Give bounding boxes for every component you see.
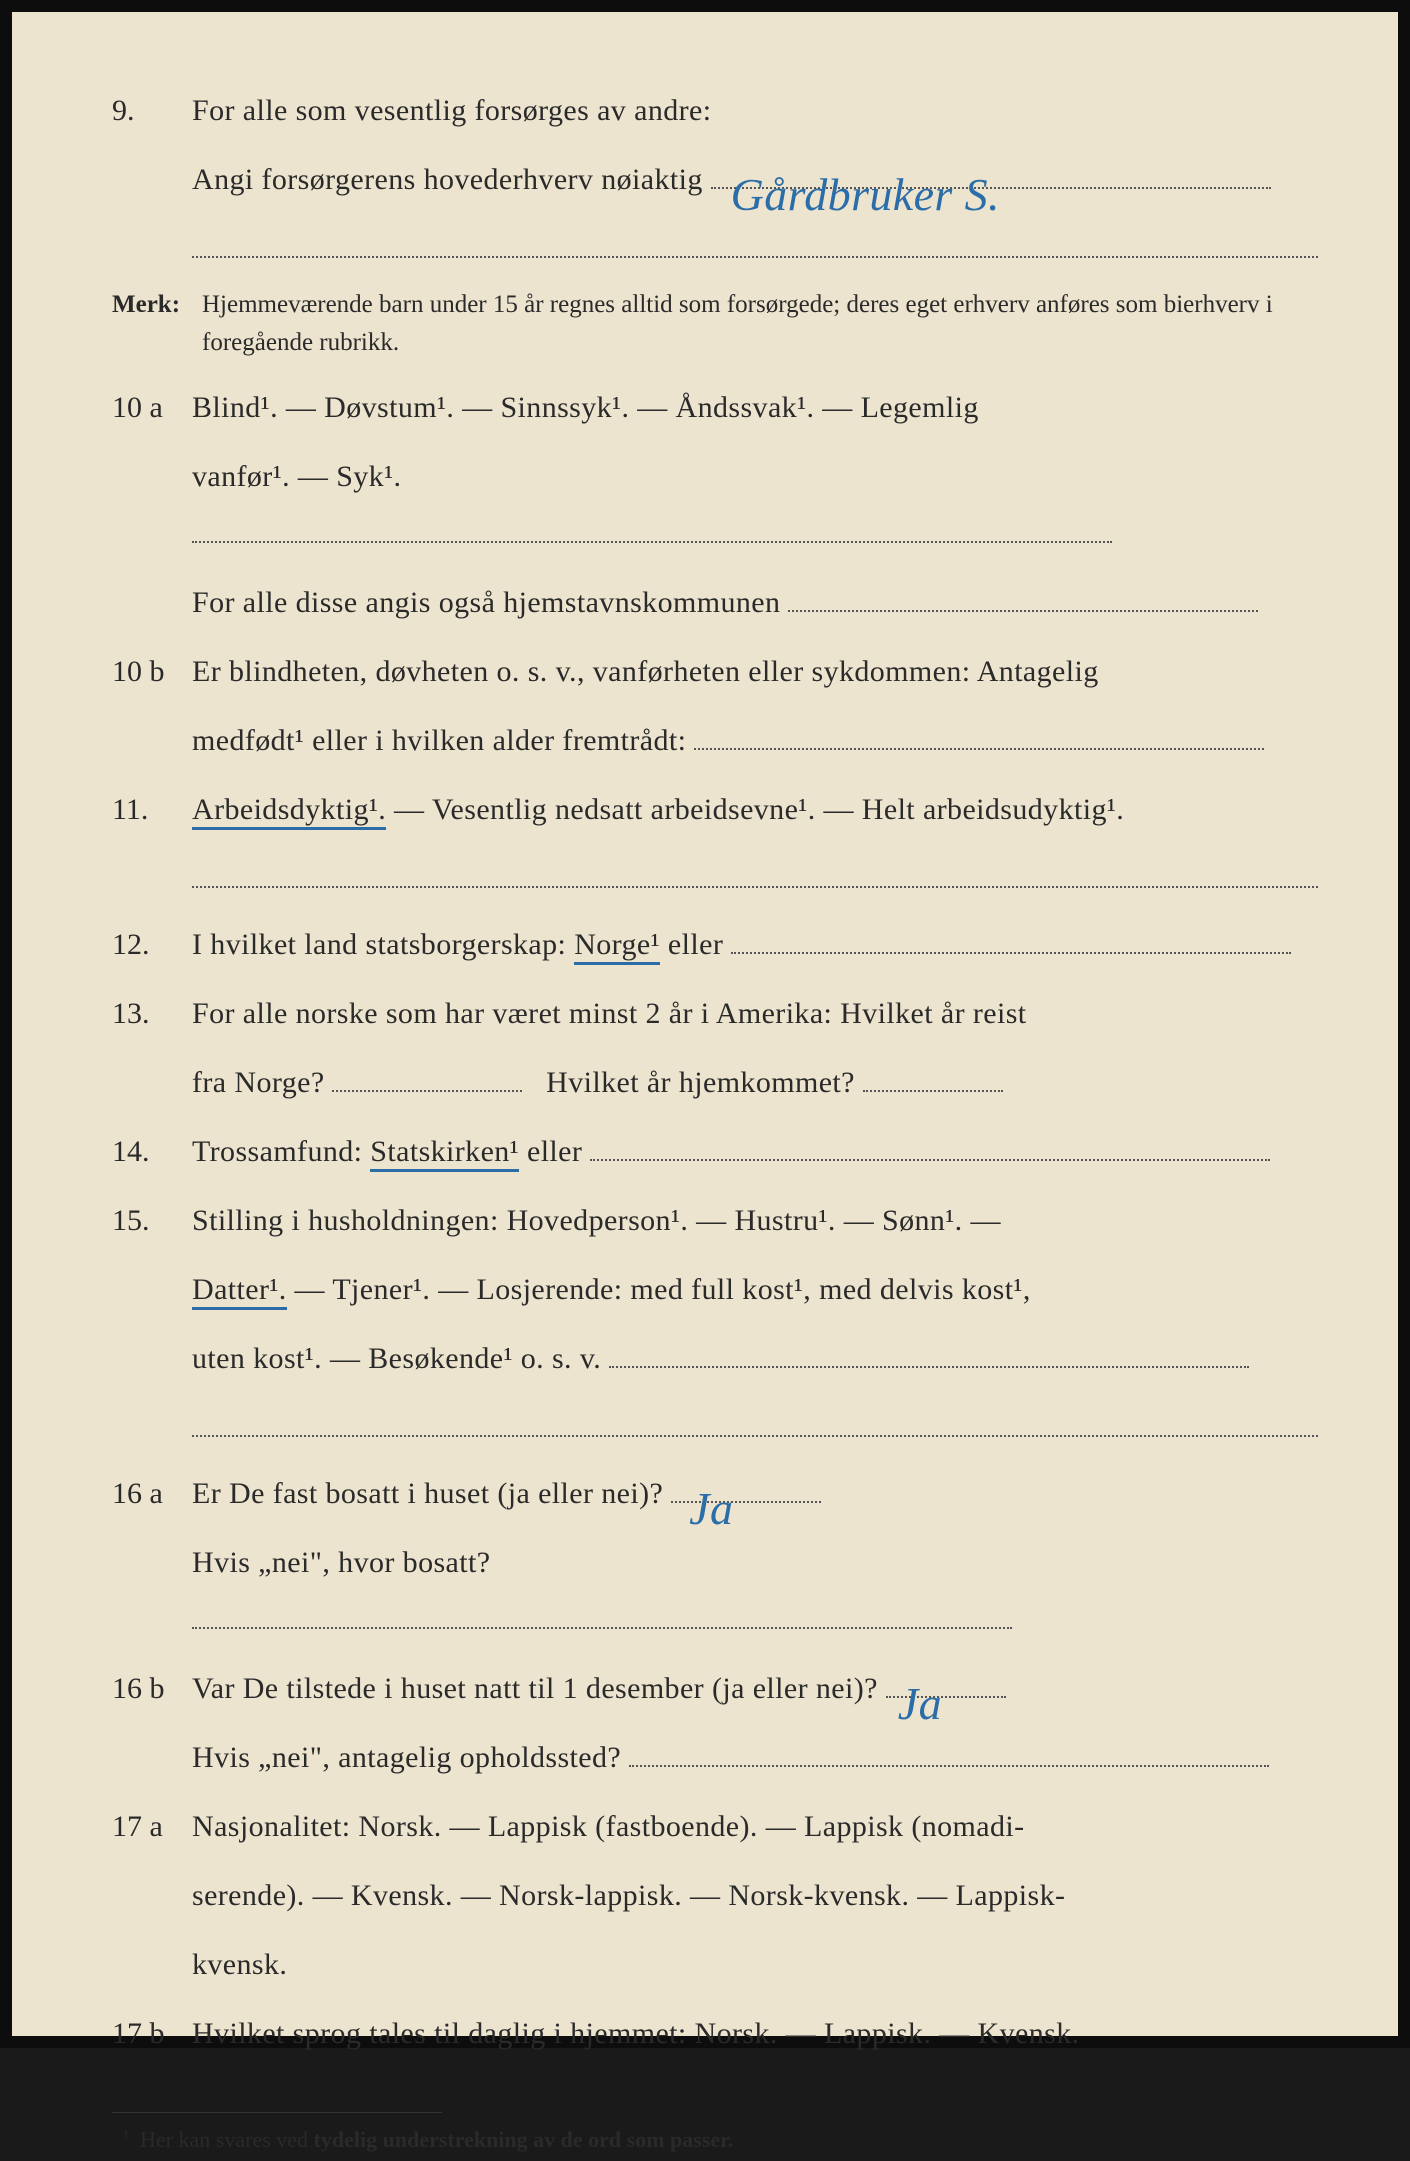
- q9-text1: For alle som vesentlig forsørges av andr…: [192, 82, 1318, 139]
- q12-pre: I hvilket land statsborgerskap:: [192, 928, 574, 961]
- q16b-line2: Hvis „nei", antagelig opholdssted?: [112, 1729, 1318, 1786]
- q13-blank2: [863, 1090, 1003, 1092]
- q11-underlined: Arbeidsdyktig¹.: [192, 793, 386, 830]
- q17b-number: 17 b: [112, 2005, 192, 2062]
- q16a-text2: Hvis „nei", hvor bosatt?: [192, 1546, 490, 1579]
- q9-handwriting: Gårdbruker S.: [731, 151, 1000, 238]
- q15-underlined: Datter¹.: [192, 1273, 287, 1310]
- q15-text2: — Tjener¹. — Losjerende: med full kost¹,…: [287, 1273, 1031, 1306]
- q11: 11. Arbeidsdyktig¹. — Vesentlig nedsatt …: [112, 781, 1318, 838]
- q13-number: 13.: [112, 985, 192, 1042]
- footnote-text-a: Her kan svares ved: [140, 2127, 314, 2152]
- q16a-line1: 16 a Er De fast bosatt i huset (ja eller…: [112, 1465, 1318, 1522]
- q12-underlined: Norge¹: [574, 928, 660, 965]
- q9-text2: Angi forsørgerens hovederhverv nøiaktig: [192, 163, 703, 196]
- q15-line1: 15. Stilling i husholdningen: Hovedperso…: [112, 1192, 1318, 1249]
- q15-text3: uten kost¹. — Besøkende¹ o. s. v.: [192, 1342, 601, 1375]
- q10b-number: 10 b: [112, 643, 192, 700]
- q9-number: 9.: [112, 82, 192, 139]
- q10b-blank: [694, 748, 1264, 750]
- q12: 12. I hvilket land statsborgerskap: Norg…: [112, 916, 1318, 973]
- q16b-text2: Hvis „nei", antagelig opholdssted?: [192, 1741, 621, 1774]
- q14-post: eller: [519, 1135, 582, 1168]
- q13-text2a: fra Norge?: [192, 1066, 325, 1099]
- q16b-answer-line: Ja: [886, 1696, 1006, 1698]
- q16b-blank: [629, 1765, 1269, 1767]
- q16a-handwriting: Ja: [689, 1465, 733, 1552]
- q13-line1: 13. For alle norske som har været minst …: [112, 985, 1318, 1042]
- q10b-line1: 10 b Er blindheten, døvheten o. s. v., v…: [112, 643, 1318, 700]
- q10b-text2: medfødt¹ eller i hvilken alder fremtrådt…: [192, 724, 686, 757]
- merk-text: Hjemmeværende barn under 15 år regnes al…: [202, 286, 1318, 361]
- q11-number: 11.: [112, 781, 192, 838]
- q14-underlined: Statskirken¹: [370, 1135, 519, 1172]
- q14-pre: Trossamfund:: [192, 1135, 370, 1168]
- q10b-text1: Er blindheten, døvheten o. s. v., vanfør…: [192, 643, 1318, 700]
- footnote-text-b: tydelig understrekning av de ord som pas…: [314, 2127, 734, 2152]
- q15-number: 15.: [112, 1192, 192, 1249]
- q10a-line2: vanfør¹. — Syk¹.: [112, 448, 1318, 562]
- q16a-text1: Er De fast bosatt i huset (ja eller nei)…: [192, 1477, 663, 1510]
- q14: 14. Trossamfund: Statskirken¹ eller: [112, 1123, 1318, 1180]
- q17a-text2: serende). — Kvensk. — Norsk-lappisk. — N…: [192, 1867, 1318, 1924]
- q16a-blank: [192, 1627, 1012, 1629]
- q16a-answer-line: Ja: [671, 1501, 821, 1503]
- q17b-text: Hvilket sprog tales til daglig i hjemmet…: [192, 2005, 1318, 2062]
- q10a-blank2: [788, 610, 1258, 612]
- q10a-text2: vanfør¹. — Syk¹.: [192, 460, 401, 493]
- q16b-handwriting: Ja: [898, 1660, 942, 1747]
- q11-rest: — Vesentlig nedsatt arbeidsevne¹. — Helt…: [386, 793, 1124, 826]
- q15-text1: Stilling i husholdningen: Hovedperson¹. …: [192, 1192, 1318, 1249]
- q13-blank1: [332, 1090, 522, 1092]
- q12-blank: [731, 952, 1291, 954]
- footnote-num: 1: [123, 2128, 129, 2142]
- footnote: 1 Her kan svares ved tydelig understrekn…: [112, 2119, 1318, 2161]
- merk-note: Merk: Hjemmeværende barn under 15 år reg…: [112, 286, 1318, 361]
- q15-line2: Datter¹. — Tjener¹. — Losjerende: med fu…: [112, 1261, 1318, 1318]
- footnote-rule: [112, 2112, 442, 2113]
- q10a-text3: For alle disse angis også hjemstavnskomm…: [192, 586, 780, 619]
- divider-3: [192, 1407, 1318, 1437]
- q16b-number: 16 b: [112, 1660, 192, 1717]
- q15-line3: uten kost¹. — Besøkende¹ o. s. v.: [112, 1330, 1318, 1387]
- q9-line2: Angi forsørgerens hovederhverv nøiaktig …: [112, 151, 1318, 208]
- divider-2: [192, 858, 1318, 888]
- q10b-line2: medfødt¹ eller i hvilken alder fremtrådt…: [112, 712, 1318, 769]
- q13-text2b: Hvilket år hjemkommet?: [546, 1066, 855, 1099]
- q14-blank: [590, 1159, 1270, 1161]
- q17a-line2: serende). — Kvensk. — Norsk-lappisk. — N…: [112, 1867, 1318, 1924]
- q9-answer-line: Gårdbruker S.: [711, 187, 1271, 189]
- q9-line1: 9. For alle som vesentlig forsørges av a…: [112, 82, 1318, 139]
- q10a-number: 10 a: [112, 379, 192, 436]
- q17a-line1: 17 a Nasjonalitet: Norsk. — Lappisk (fas…: [112, 1798, 1318, 1855]
- q10a-blank1: [192, 541, 1112, 543]
- q17a-line3: kvensk.: [112, 1936, 1318, 1993]
- q15-blank: [609, 1366, 1249, 1368]
- q17a-number: 17 a: [112, 1798, 192, 1855]
- q14-number: 14.: [112, 1123, 192, 1180]
- q17a-text3: kvensk.: [192, 1936, 1318, 1993]
- q16b-line1: 16 b Var De tilstede i huset natt til 1 …: [112, 1660, 1318, 1717]
- merk-label: Merk:: [112, 286, 202, 324]
- q12-post: eller: [660, 928, 723, 961]
- q10a-text1: Blind¹. — Døvstum¹. — Sinnssyk¹. — Åndss…: [192, 379, 1318, 436]
- q16b-text1: Var De tilstede i huset natt til 1 desem…: [192, 1672, 878, 1705]
- q10a-line1: 10 a Blind¹. — Døvstum¹. — Sinnssyk¹. — …: [112, 379, 1318, 436]
- census-form-page: 9. For alle som vesentlig forsørges av a…: [0, 0, 1410, 2048]
- q16a-number: 16 a: [112, 1465, 192, 1522]
- q17a-text1: Nasjonalitet: Norsk. — Lappisk (fastboen…: [192, 1798, 1318, 1855]
- q13-text1: For alle norske som har været minst 2 år…: [192, 985, 1318, 1042]
- q10a-line3: For alle disse angis også hjemstavnskomm…: [112, 574, 1318, 631]
- q13-line2: fra Norge? Hvilket år hjemkommet?: [112, 1054, 1318, 1111]
- q12-number: 12.: [112, 916, 192, 973]
- q17b: 17 b Hvilket sprog tales til daglig i hj…: [112, 2005, 1318, 2062]
